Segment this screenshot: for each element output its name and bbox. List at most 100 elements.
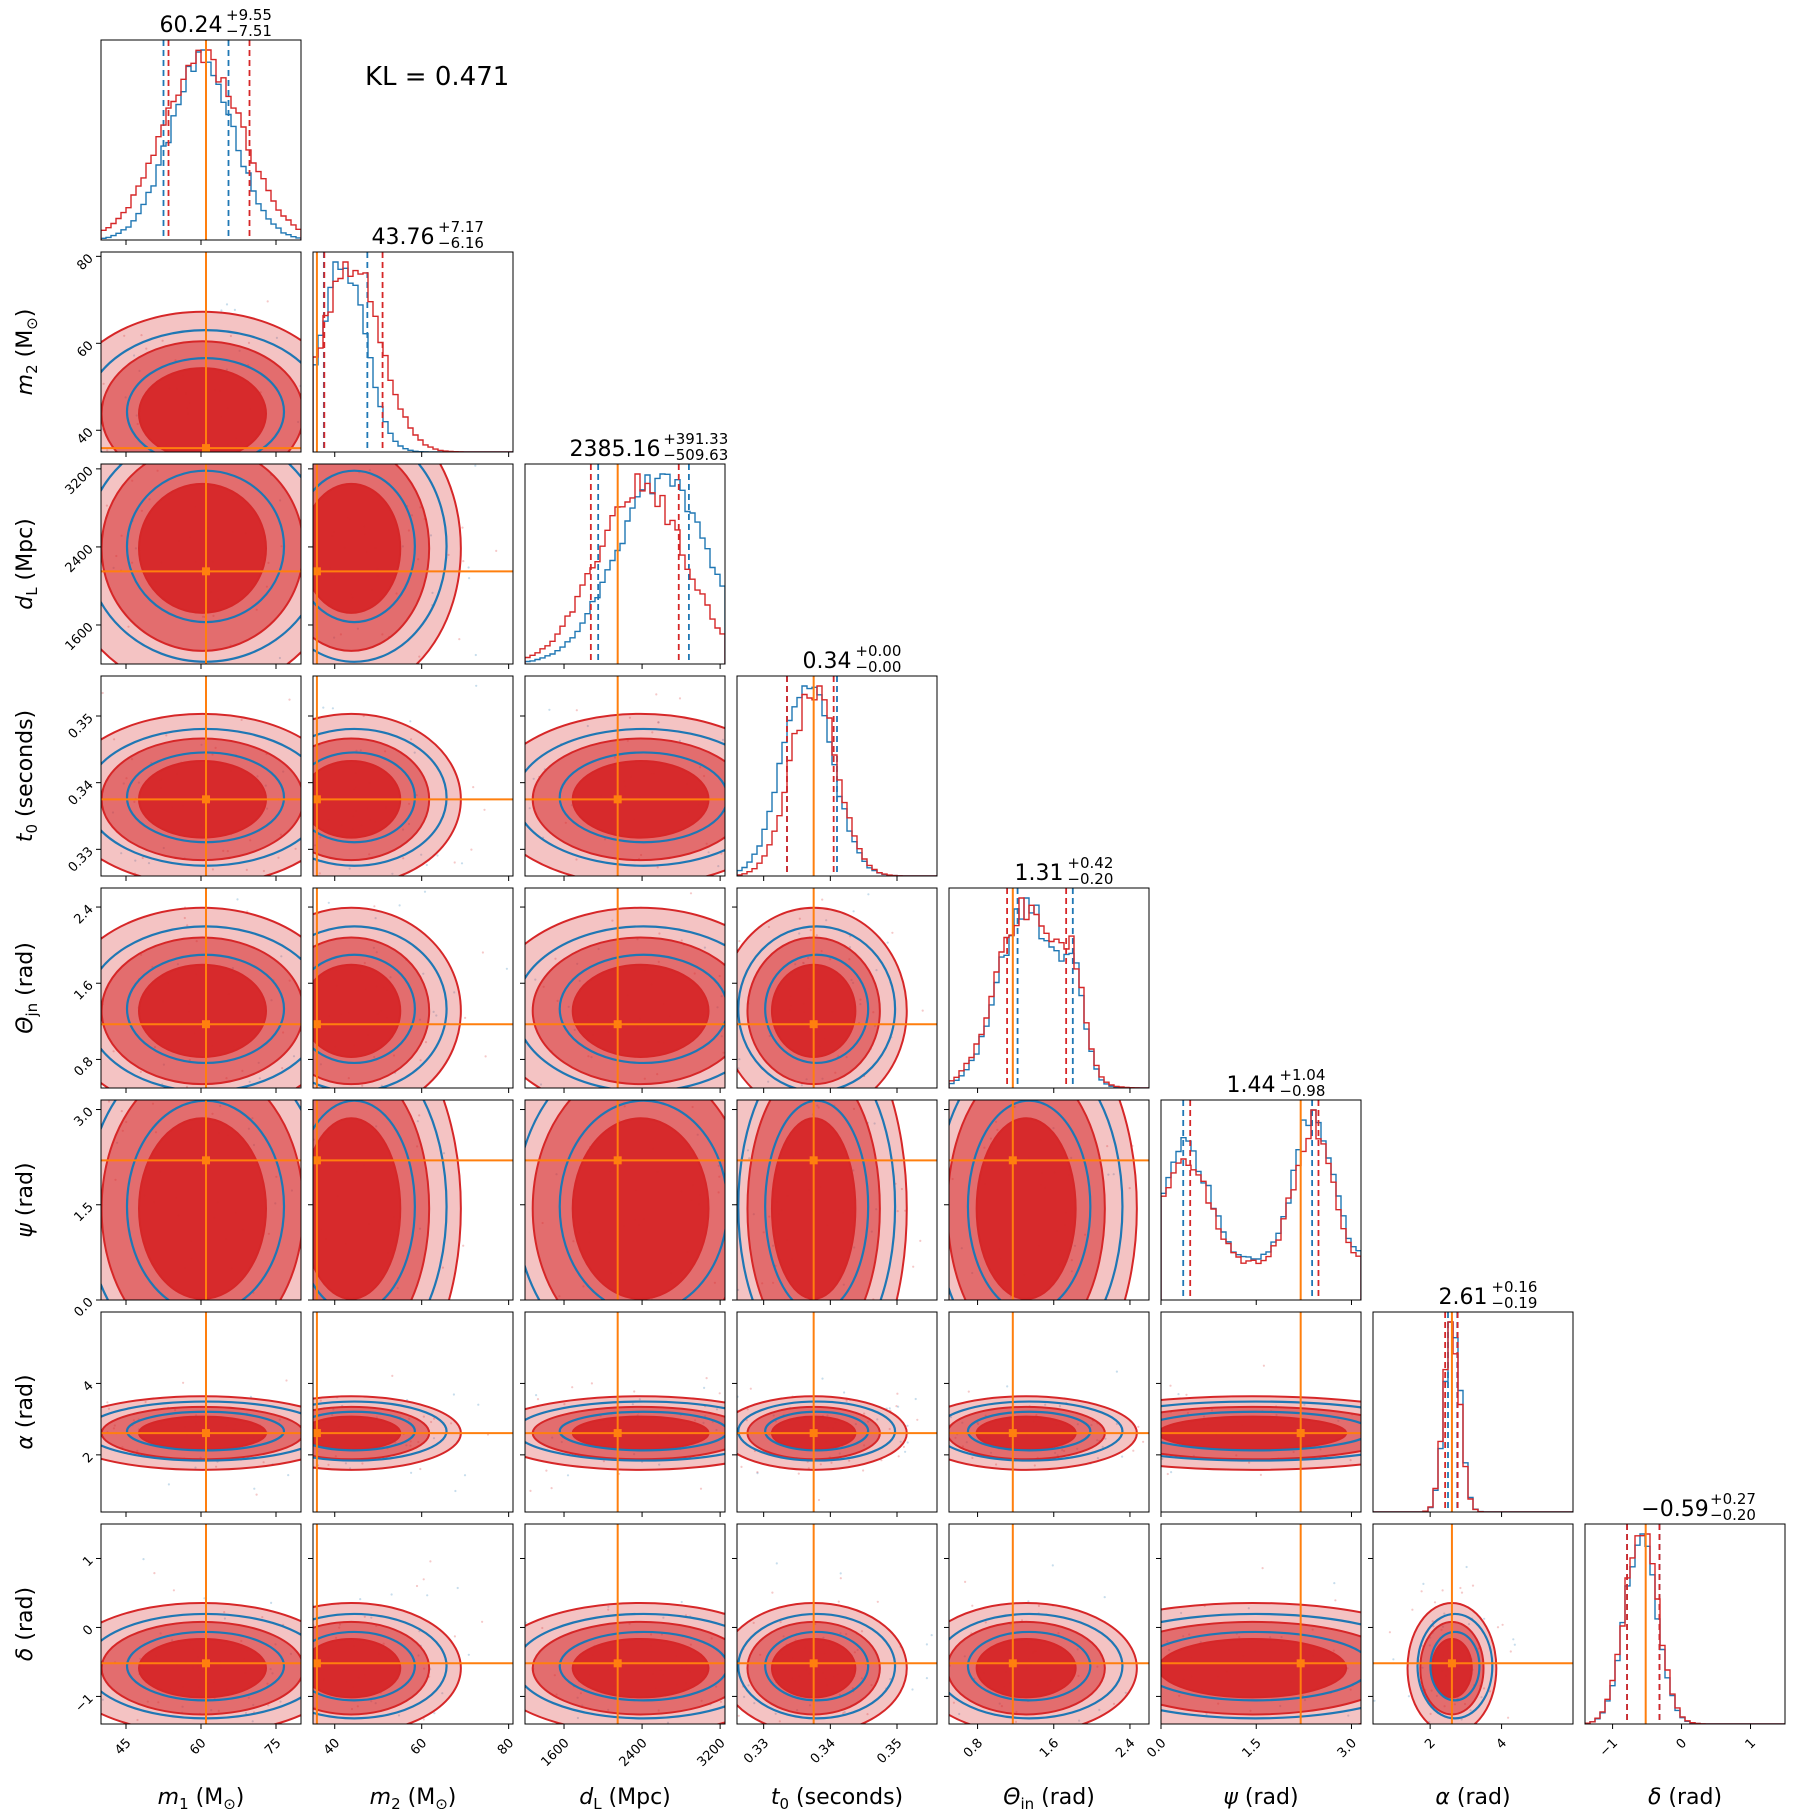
scatter-point bbox=[723, 1730, 725, 1732]
scatter-point bbox=[1051, 1094, 1053, 1096]
scatter-point bbox=[303, 898, 305, 900]
scatter-point bbox=[415, 1333, 417, 1335]
scatter-point bbox=[1493, 1466, 1495, 1468]
scatter-point bbox=[306, 895, 308, 897]
panel-frame-2-2 bbox=[524, 463, 726, 665]
scatter-point bbox=[539, 1083, 543, 1086]
scatter-point bbox=[36, 490, 38, 492]
scatter-point bbox=[460, 862, 464, 865]
scatter-point bbox=[1334, 1599, 1337, 1602]
x-tick-label: 0.0 bbox=[1144, 1736, 1169, 1761]
scatter-point bbox=[607, 1605, 610, 1608]
scatter-point bbox=[651, 731, 654, 734]
scatter-point bbox=[995, 1463, 998, 1466]
scatter-point bbox=[245, 868, 248, 872]
contour-panel-6-3 bbox=[728, 1312, 937, 1512]
scatter-point bbox=[763, 1471, 765, 1473]
scatter-point bbox=[704, 908, 706, 910]
scatter-point bbox=[767, 703, 769, 705]
scatter-point bbox=[402, 857, 405, 860]
scatter-point bbox=[326, 421, 328, 423]
scatter-point bbox=[967, 1390, 970, 1393]
scatter-point bbox=[945, 1443, 947, 1445]
scatter-point bbox=[308, 875, 310, 877]
title-minus-1: −6.16 bbox=[438, 234, 484, 252]
scatter-point bbox=[433, 1417, 436, 1420]
scatter-point bbox=[475, 1198, 477, 1200]
scatter-point bbox=[798, 932, 801, 935]
contour-panel-2-0 bbox=[36, 464, 301, 664]
scatter-point bbox=[1469, 1709, 1472, 1712]
scatter-point bbox=[733, 1450, 735, 1452]
scatter-point bbox=[305, 405, 307, 407]
contour-panel-5-4 bbox=[949, 1094, 1152, 1300]
scatter-point bbox=[88, 1422, 90, 1424]
scatter-point bbox=[703, 913, 705, 915]
x-tick-label: 1.6 bbox=[1037, 1736, 1062, 1761]
contour-panel-4-3 bbox=[704, 888, 937, 1088]
scatter-point bbox=[321, 364, 323, 366]
scatter-point bbox=[165, 734, 168, 737]
scatter-point bbox=[912, 1265, 915, 1268]
contour-blue-0 bbox=[313, 727, 448, 867]
scatter-point bbox=[1417, 1386, 1419, 1388]
scatter-point bbox=[375, 903, 377, 905]
scatter-point bbox=[13, 1118, 15, 1120]
scatter-point bbox=[394, 1730, 396, 1732]
scatter-point bbox=[509, 856, 511, 858]
y-tick-label: 0.34 bbox=[66, 778, 97, 809]
contour-red-2 bbox=[313, 1117, 402, 1300]
scatter-point bbox=[796, 1501, 798, 1503]
scatter-point bbox=[839, 1577, 842, 1580]
y-tick-label: 4 bbox=[80, 1378, 96, 1394]
scatter-point bbox=[127, 1303, 129, 1305]
scatter-point bbox=[210, 1379, 212, 1381]
scatter-point bbox=[313, 1093, 315, 1095]
scatter-point bbox=[354, 1340, 356, 1342]
scatter-point bbox=[86, 411, 88, 413]
scatter-point bbox=[886, 941, 889, 944]
scatter-point bbox=[1370, 1473, 1372, 1475]
truth-marker-6-3 bbox=[809, 1429, 818, 1438]
contour-panel-7-3 bbox=[723, 1524, 937, 1732]
contour-panel-6-1 bbox=[313, 1312, 513, 1512]
scatter-point bbox=[933, 1410, 935, 1412]
scatter-point bbox=[1150, 1293, 1152, 1295]
scatter-point bbox=[771, 1591, 774, 1594]
scatter-point bbox=[906, 1424, 909, 1427]
panel-frame-3-2 bbox=[524, 675, 726, 877]
scatter-point bbox=[762, 1388, 764, 1390]
scatter-point bbox=[145, 347, 148, 350]
scatter-point bbox=[440, 940, 442, 942]
scatter-point bbox=[101, 691, 104, 695]
title-value-6: 2.61 bbox=[1439, 1285, 1488, 1310]
scatter-point bbox=[1367, 1619, 1369, 1621]
scatter-point bbox=[294, 847, 297, 850]
scatter-point bbox=[904, 1450, 907, 1453]
scatter-point bbox=[1166, 1472, 1169, 1476]
scatter-point bbox=[206, 884, 208, 886]
truth-marker-5-1 bbox=[313, 1156, 321, 1165]
scatter-point bbox=[852, 910, 855, 913]
contour-blue-1 bbox=[764, 1630, 870, 1702]
scatter-point bbox=[1412, 1443, 1414, 1445]
scatter-point bbox=[1441, 1589, 1444, 1592]
scatter-point bbox=[746, 1408, 749, 1411]
scatter-point bbox=[1151, 1595, 1153, 1597]
scatter-point bbox=[302, 476, 304, 478]
scatter-point bbox=[1468, 1404, 1470, 1406]
scatter-point bbox=[471, 1392, 473, 1394]
panel-frame-6-1 bbox=[312, 1311, 514, 1513]
scatter-point bbox=[475, 684, 478, 687]
scatter-point bbox=[182, 1349, 184, 1351]
scatter-point bbox=[373, 905, 376, 908]
y-tick-label: 2400 bbox=[63, 542, 97, 576]
scatter-point bbox=[500, 905, 502, 907]
histogram-red-1 bbox=[313, 261, 513, 452]
contour-red-2 bbox=[975, 1637, 1077, 1699]
scatter-point bbox=[728, 1415, 730, 1417]
scatter-point bbox=[1177, 1393, 1180, 1396]
scatter-point bbox=[825, 919, 828, 922]
scatter-point bbox=[305, 739, 307, 741]
scatter-point bbox=[359, 1364, 361, 1366]
